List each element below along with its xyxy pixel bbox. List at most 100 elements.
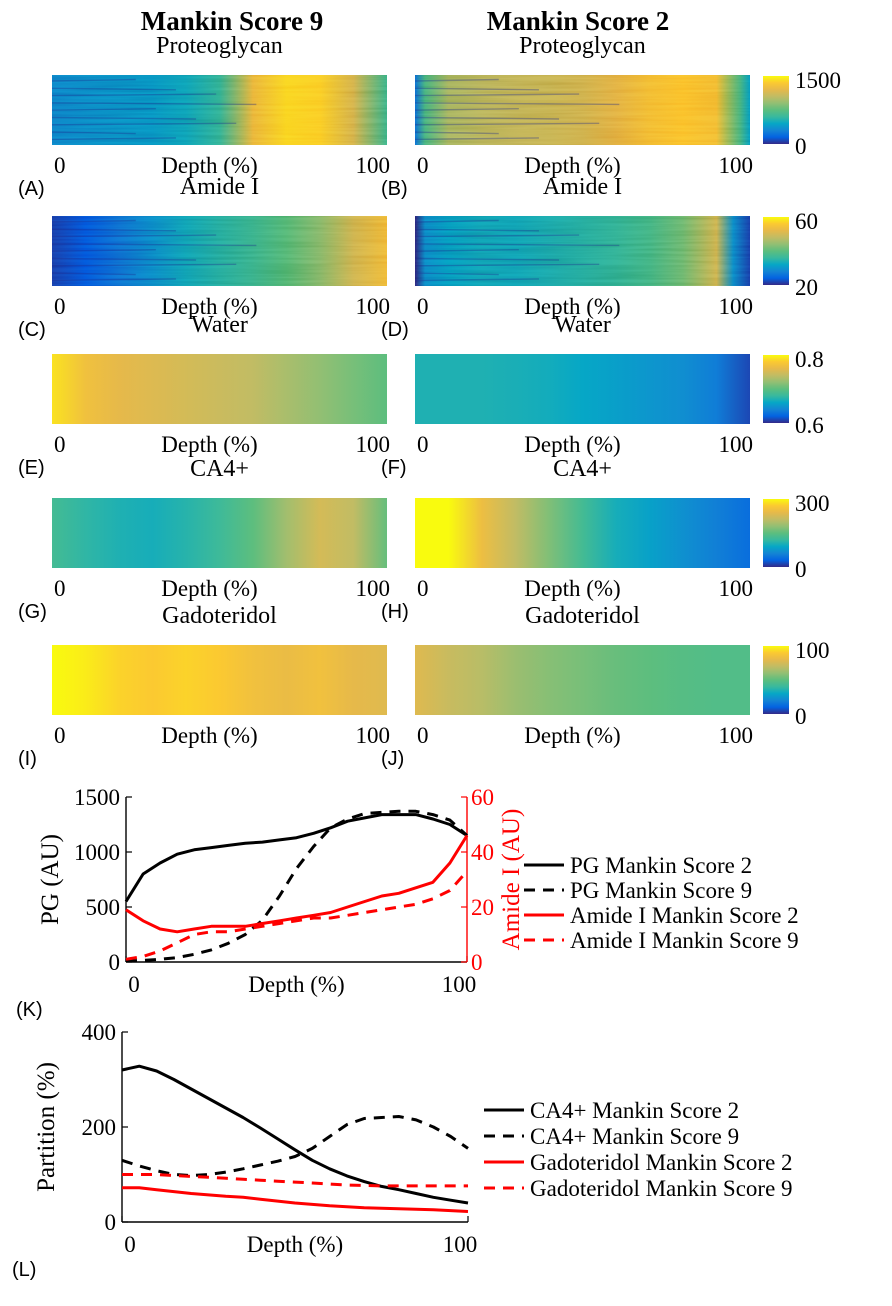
y2-axis-label: Amide I (AU) — [498, 809, 525, 951]
heatmap-streak — [51, 116, 197, 120]
y-tick-label: 1000 — [74, 840, 120, 865]
panel-label: (G) — [18, 601, 47, 623]
heatmap-streak — [51, 87, 176, 91]
heatmap-streak — [414, 257, 560, 261]
panel-label: (D) — [381, 319, 409, 341]
heatmap-streak — [51, 234, 217, 238]
x-axis-label: Depth (%) — [524, 153, 620, 178]
heatmap-streak — [51, 278, 176, 282]
heatmap-title: Water — [191, 312, 248, 338]
y2-tick-label: 0 — [471, 950, 483, 975]
heatmap-bar — [415, 645, 750, 715]
x-tick-0: 0 — [54, 576, 66, 601]
x-tick-100: 100 — [356, 153, 391, 178]
heatmap-f: Water 0 100 Depth (%) (F) — [381, 312, 753, 479]
heatmap-streak — [414, 87, 539, 91]
heatmap-title: Water — [554, 312, 611, 338]
heatmap-e: Water 0 100 Depth (%) (E) — [18, 312, 390, 479]
heatmap-c: Amide I 0 100 Depth (%) (C) — [18, 174, 390, 341]
x-axis-label: Depth (%) — [161, 576, 257, 601]
heatmap-streak — [414, 93, 580, 97]
y2-tick-label: 60 — [471, 785, 494, 810]
panel-label: (H) — [381, 601, 409, 623]
x-tick-100: 100 — [719, 294, 754, 319]
heatmap-streak — [414, 243, 620, 247]
y-tick-label: 0 — [109, 950, 121, 975]
legend-label-0: PG Mankin Score 2 — [570, 853, 752, 878]
heatmap-bar — [415, 498, 750, 568]
legend-label-2: Gadoteridol Mankin Score 2 — [530, 1150, 793, 1175]
x-tick-100: 100 — [719, 432, 754, 457]
x-tick-100: 100 — [719, 576, 754, 601]
panel-label: (K) — [16, 999, 43, 1021]
colorbar-row-0: 1500 0 — [763, 68, 841, 159]
x-tick-label: 0 — [124, 1232, 136, 1257]
heatmap-streak — [51, 228, 176, 232]
x-axis-label: Depth (%) — [524, 294, 620, 319]
heatmap-streak — [414, 219, 499, 223]
heatmap-streak — [51, 78, 136, 82]
x-axis-label: Depth (%) — [161, 294, 257, 319]
colorbar-row-1: 60 20 — [763, 209, 818, 300]
y2-tick-label: 20 — [471, 895, 494, 920]
series-line-2 — [125, 834, 469, 934]
colorbar-row-2: 0.8 0.6 — [763, 347, 824, 438]
x-axis-label: Depth (%) — [248, 972, 344, 997]
heatmap-streak — [51, 131, 136, 135]
panel-label: (I) — [18, 748, 37, 770]
x-tick-0: 0 — [54, 294, 66, 319]
series-line-0 — [124, 813, 468, 903]
colorbar-min-label: 0 — [795, 134, 807, 159]
heatmap-title: Proteoglycan — [519, 33, 646, 59]
column-title-score-2: Mankin Score 2 — [487, 6, 670, 36]
x-axis-label: Depth (%) — [161, 153, 257, 178]
heatmap-streak — [51, 102, 257, 106]
heatmap-streak — [414, 234, 580, 238]
heatmap-bar — [52, 645, 387, 715]
legend: PG Mankin Score 2PG Mankin Score 9Amide … — [524, 853, 799, 953]
x-axis-label: Depth (%) — [524, 432, 620, 457]
colorbar — [763, 499, 789, 567]
x-tick-100: 100 — [356, 576, 391, 601]
heatmap-streak — [51, 108, 156, 111]
series-line-1 — [121, 1115, 469, 1177]
y-axis-label: PG (AU) — [37, 834, 64, 925]
heatmap-streak — [414, 278, 539, 282]
colorbar — [763, 217, 789, 285]
x-tick-0: 0 — [54, 723, 66, 748]
y-tick-label: 0 — [105, 1210, 117, 1235]
x-tick-0: 0 — [417, 432, 429, 457]
panel-label: (F) — [381, 457, 407, 479]
x-axis-label: Depth (%) — [247, 1232, 343, 1257]
colorbar-min-label: 20 — [795, 275, 818, 300]
heatmap-streak — [414, 228, 539, 232]
line-chart-l: 0 200 400 0 100 Depth (%) Partition (%) (L) CA4+… — [12, 1020, 793, 1281]
panel-label: (E) — [18, 457, 45, 479]
colorbar — [763, 646, 789, 714]
heatmap-i: Gadoteridol 0 100 Depth (%) (I) — [18, 603, 390, 770]
heatmap-h: CA4+ 0 100 Depth (%) (H) — [381, 456, 753, 623]
heatmap-streak — [414, 131, 499, 135]
heatmap-streak — [414, 272, 499, 276]
y-tick-label: 400 — [82, 1020, 117, 1045]
legend-label-3: Gadoteridol Mankin Score 9 — [530, 1176, 793, 1201]
heatmap-bar — [52, 498, 387, 568]
heatmap-a: Proteoglycan 0 100 Depth (%) (A) — [18, 33, 390, 200]
x-tick-label: 100 — [442, 972, 477, 997]
x-axis-label: Depth (%) — [161, 723, 257, 748]
series-line-3 — [122, 1173, 468, 1188]
heatmap-streak — [51, 243, 257, 247]
x-tick-0: 0 — [54, 432, 66, 457]
colorbar — [763, 76, 789, 144]
x-tick-100: 100 — [719, 723, 754, 748]
x-tick-label: 0 — [128, 972, 140, 997]
series-line-0 — [121, 1064, 469, 1205]
heatmap-j: Gadoteridol 0 100 Depth (%) (J) — [381, 603, 753, 770]
heatmap-bar — [52, 354, 387, 424]
heatmap-title: CA4+ — [553, 456, 612, 482]
heatmap-texture — [415, 216, 750, 286]
series-line-2 — [122, 1186, 469, 1213]
panel-label: (A) — [18, 178, 45, 200]
